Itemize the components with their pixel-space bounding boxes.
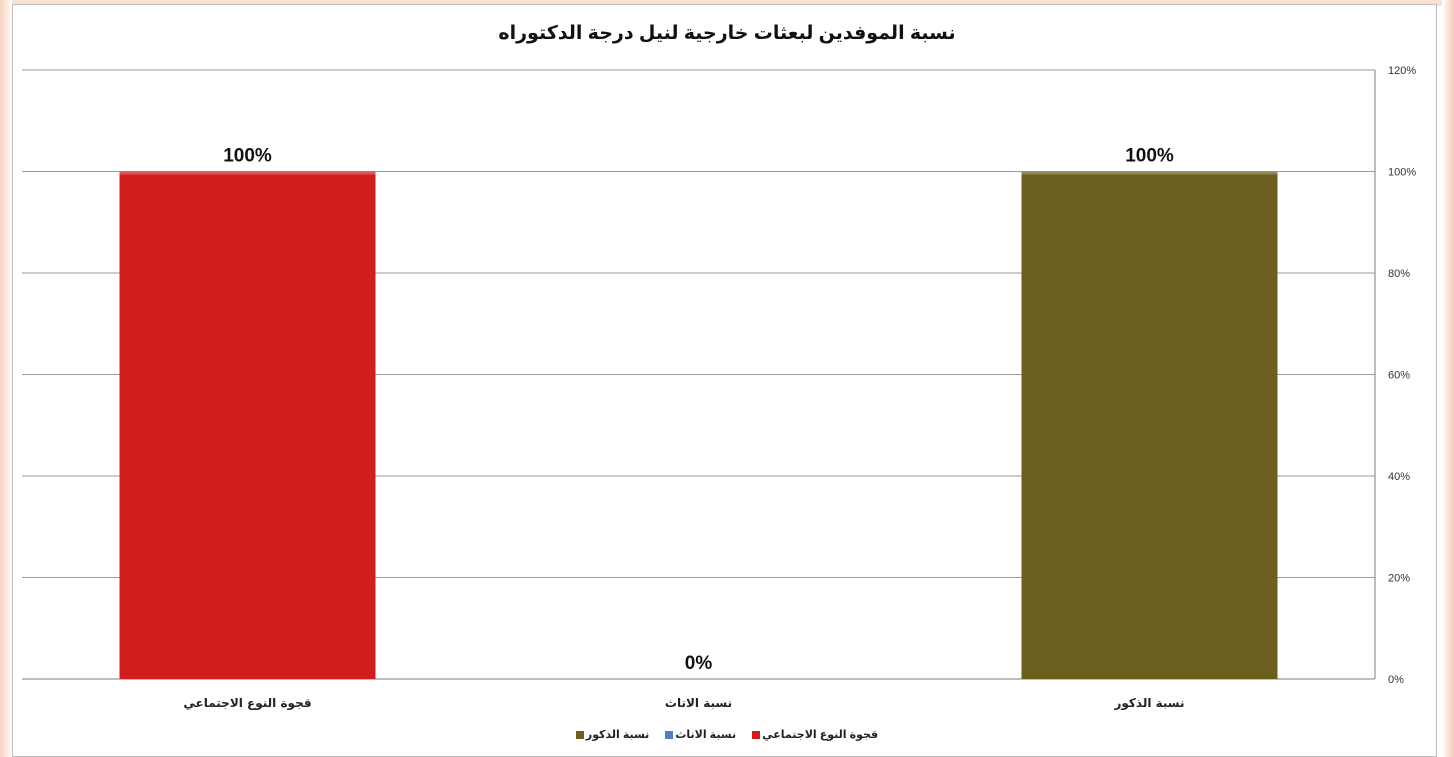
legend-entry: قجوة النوع الاجتماعي bbox=[752, 728, 878, 741]
legend-swatch bbox=[752, 730, 761, 739]
legend-swatch bbox=[575, 730, 584, 739]
y-tick-label: 40% bbox=[1388, 471, 1410, 483]
bar-highlight bbox=[119, 171, 376, 175]
legend-swatch bbox=[665, 730, 674, 739]
bar-highlight bbox=[1021, 171, 1278, 175]
data-label: 100% bbox=[223, 146, 272, 167]
y-tick-label: 0% bbox=[1388, 674, 1404, 686]
x-tick-label: نسبة الاناث bbox=[665, 696, 732, 710]
chart-title: نسبة الموفدين لبعثات خارجية لنيل درجة ال… bbox=[498, 23, 956, 44]
data-label: 100% bbox=[1125, 146, 1174, 167]
legend-label: نسبة الذكور bbox=[585, 729, 650, 741]
y-tick-label: 60% bbox=[1388, 370, 1410, 382]
left-page-edge bbox=[0, 0, 12, 757]
legend-entry: نسبة الاناث bbox=[665, 728, 736, 741]
chart-legend: قجوة النوع الاجتماعي نسبة الاناث نسبة الذك… bbox=[0, 728, 1454, 741]
y-tick-label: 100% bbox=[1388, 167, 1416, 179]
bar bbox=[1021, 171, 1278, 679]
legend-entry: نسبة الذكور bbox=[575, 728, 650, 741]
x-tick-label: قجوة النوع الاجتماعي bbox=[183, 696, 311, 711]
right-page-edge bbox=[1442, 0, 1454, 757]
y-tick-label: 80% bbox=[1388, 268, 1410, 280]
legend-label: قجوة النوع الاجتماعي bbox=[762, 729, 879, 741]
y-tick-label: 120% bbox=[1388, 65, 1416, 77]
y-tick-label: 20% bbox=[1388, 573, 1410, 585]
legend-label: نسبة الاناث bbox=[675, 729, 737, 741]
data-label: 0% bbox=[685, 653, 713, 674]
bar bbox=[119, 171, 376, 679]
x-tick-label: نسبة الذكور bbox=[1113, 696, 1184, 711]
top-page-edge bbox=[12, 0, 1442, 6]
